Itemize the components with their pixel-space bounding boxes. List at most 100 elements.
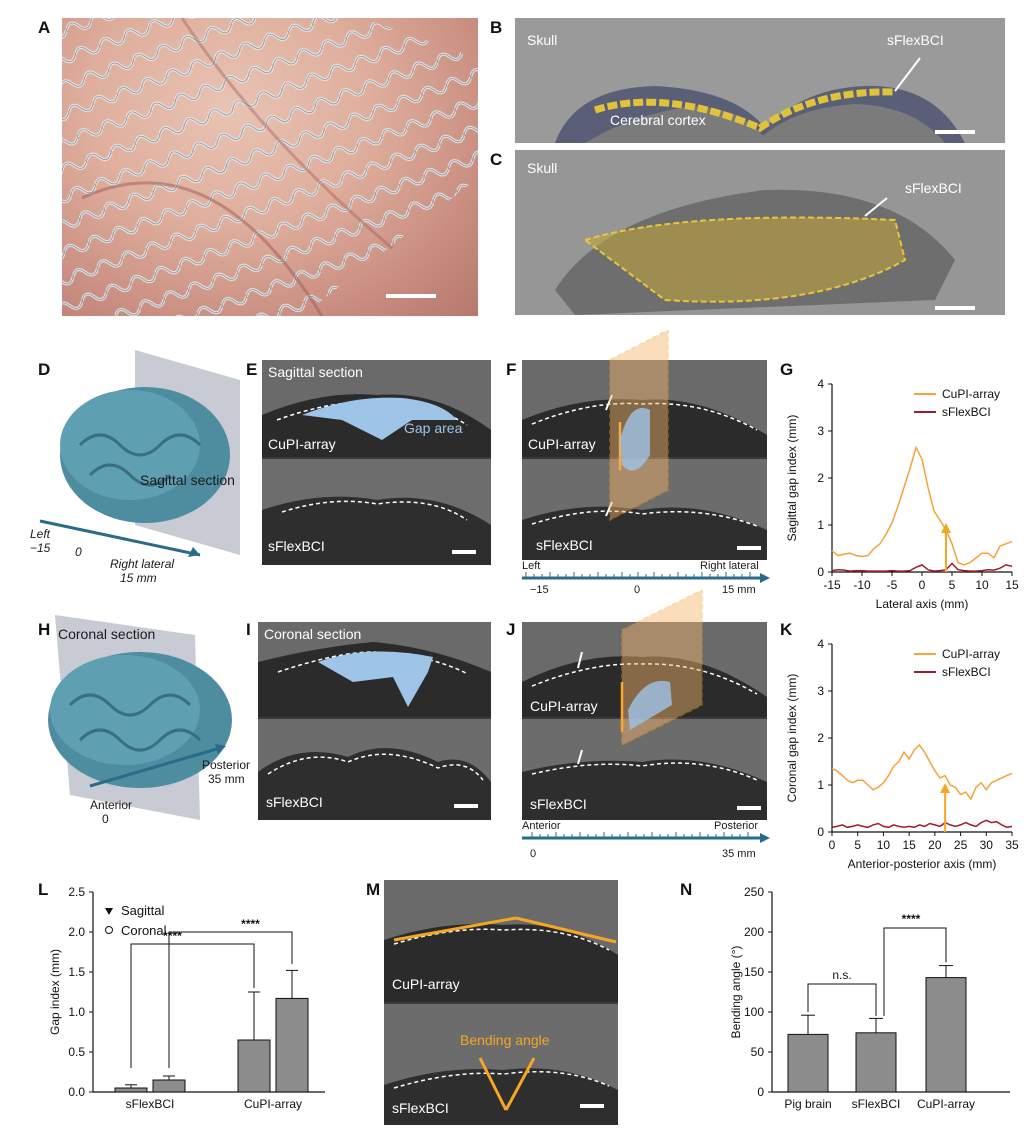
panel-label-l: L [38, 880, 49, 899]
significance-bracket [883, 927, 947, 1016]
top-image-label: CuPI-array [528, 436, 596, 452]
legend-label: sFlexBCI [942, 665, 991, 679]
x-tick-label: 10 [975, 578, 989, 592]
series-line-sFlexBCI [831, 819, 1013, 829]
skull-label: Skull [527, 32, 558, 48]
panel-label-f: F [506, 360, 517, 379]
y-tick-label: 1 [817, 518, 824, 532]
section-title: Coronal section [264, 626, 362, 642]
y-tick-label: 50 [751, 1045, 765, 1059]
panel-label-g: G [780, 360, 794, 379]
y-tick-label: 0 [817, 565, 824, 579]
significance-bracket [130, 943, 255, 1068]
cortex-label: Cerebral cortex [610, 112, 706, 128]
ruler-tick-right: 15 mm [722, 584, 756, 596]
x-tick-label: 35 [1005, 838, 1019, 852]
arrow-icon [894, 57, 921, 92]
y-tick-label: 150 [744, 965, 764, 979]
top-image-label: CuPI-array [268, 436, 336, 452]
ruler-right-label: Right lateral [700, 560, 759, 572]
legend-label: Coronal [121, 923, 167, 938]
ct-section-i: Coronal section sFlexBCI [258, 622, 491, 820]
legend-label: Sagittal [121, 903, 164, 918]
x-tick-label: 15 [1005, 578, 1019, 592]
skull-label: Skull [527, 160, 558, 176]
bottom-image-label: sFlexBCI [266, 794, 323, 810]
section-plane-overlay-f [609, 330, 669, 522]
arrow-icon [577, 749, 583, 765]
y-tick-label: 3 [817, 684, 824, 698]
x-category-label: sFlexBCI [852, 1097, 901, 1111]
y-tick-label: 100 [744, 1005, 764, 1019]
top-image-label: CuPI-array [530, 698, 598, 714]
chart-coronal-gap: 0 1 2 3 4 0 5 10 15 20 25 30 35 Anterior-posterior ax… [785, 637, 1019, 871]
ruler-f: Left Right lateral −15 0 15 mm [518, 560, 774, 604]
ruler-right-label: Posterior [714, 820, 759, 832]
y-tick-label: 1.0 [68, 1005, 85, 1019]
bar-sFlexBCI [855, 1032, 897, 1093]
panel-label-d: D [38, 360, 51, 379]
y-tick-label: 200 [744, 925, 764, 939]
ct-section-e: Sagittal section Gap area CuPI-array sFl… [262, 360, 491, 565]
x-category-label: CuPI-array [917, 1097, 975, 1111]
ct-skull-image-b: Skull sFlexBCI Cerebral cortex [515, 18, 1005, 143]
x-tick-label: 25 [954, 838, 968, 852]
series-line-CuPI-array [831, 743, 1013, 801]
x-tick-label: -15 [823, 578, 841, 592]
brain-3d-sagittal: Sagittal section Left −15 0 Right latera… [30, 345, 245, 585]
axis-left-label: Anterior [90, 798, 133, 812]
axis-zero: 0 [75, 545, 82, 559]
x-category-label: sFlexBCI [126, 1097, 175, 1111]
highlight-arrowhead [941, 523, 951, 533]
brain-3d-coronal: Coronal section Anterior 0 Posterior 35 … [30, 610, 250, 830]
x-tick-label: 5 [854, 838, 861, 852]
bottom-image-label: sFlexBCI [530, 796, 587, 812]
x-tick-label: -5 [887, 578, 898, 592]
section-plane-overlay-j [621, 590, 703, 747]
section-title: Sagittal section [268, 364, 363, 380]
y-tick-label: 2 [817, 471, 824, 485]
legend-label: CuPI-array [942, 647, 1000, 661]
ruler-tick-left: 0 [530, 848, 537, 860]
significance-bracket [168, 931, 293, 1068]
x-tick-label: 10 [877, 838, 891, 852]
bar-Pig brain [787, 1033, 829, 1093]
legend-marker-sagittal [105, 908, 113, 915]
ruler-tick-zero: 0 [634, 584, 641, 596]
series-line-sFlexBCI [831, 562, 1013, 572]
significance-label: n.s. [832, 968, 851, 982]
scale-bar [935, 130, 975, 134]
legend-label: sFlexBCI [942, 405, 991, 419]
x-axis-label: Lateral axis (mm) [876, 597, 969, 611]
ruler-left-label: Left [522, 560, 541, 572]
y-tick-label: 2 [817, 731, 824, 745]
y-axis-label: Sagittal gap index (mm) [785, 415, 799, 542]
bar-Coronal-CuPI-array [275, 997, 309, 1093]
scale-bar [454, 804, 478, 808]
x-category-label: CuPI-array [244, 1097, 302, 1111]
y-tick-label: 1.5 [68, 965, 85, 979]
panel-label-a: A [38, 18, 51, 37]
panel-label-m: M [366, 880, 381, 899]
scale-bar [737, 806, 761, 810]
panel-label-n: N [680, 880, 693, 899]
ct-section-m: CuPI-array Bending angle sFlexBCI [384, 880, 618, 1125]
scale-bar [452, 550, 476, 554]
panel-label-e: E [246, 360, 258, 379]
y-tick-label: 2.0 [68, 925, 85, 939]
y-tick-label: 1 [817, 778, 824, 792]
axis-right-label: Posterior [202, 758, 251, 772]
bending-angle-label: Bending angle [460, 1032, 550, 1048]
x-tick-label: -10 [853, 578, 871, 592]
section-label: Sagittal section [140, 472, 235, 488]
axis-right-value: 15 mm [120, 571, 157, 585]
ct-skull-image-c: Skull sFlexBCI [515, 150, 1005, 315]
x-axis-label: Anterior-posterior axis (mm) [848, 857, 997, 871]
significance-label: **** [241, 917, 260, 931]
axis-right-label: Right lateral [110, 557, 175, 571]
scale-bar [386, 294, 436, 298]
top-image-label: CuPI-array [392, 976, 460, 992]
scale-bar [737, 546, 761, 550]
y-tick-label: 4 [817, 637, 824, 651]
brain-photo [62, 18, 478, 316]
